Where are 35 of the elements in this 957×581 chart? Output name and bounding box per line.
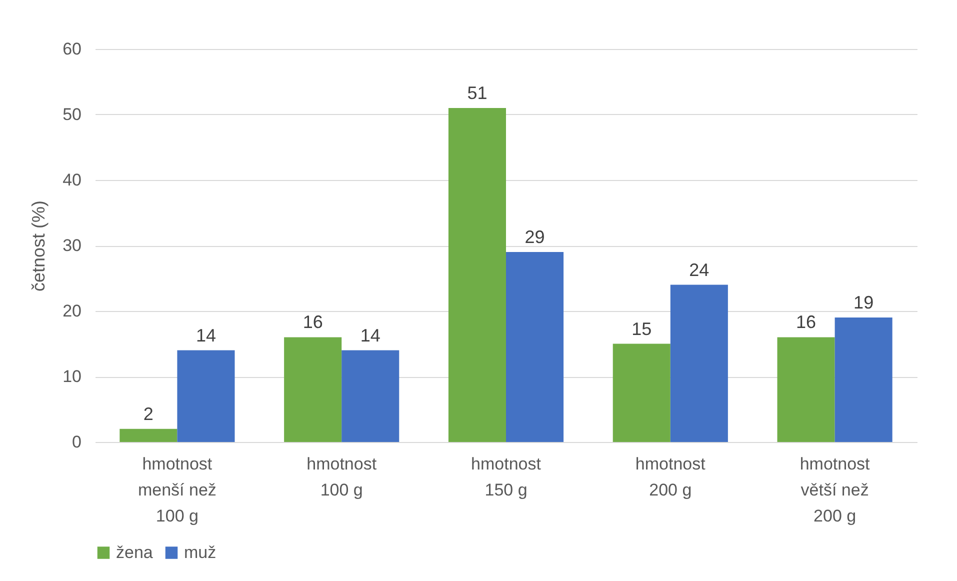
bar [612,344,670,442]
y-tick-label: 20 [62,302,82,320]
data-label: 16 [302,312,323,332]
y-tick-label: 50 [62,105,82,124]
bar [834,318,892,442]
y-tick-label: 10 [62,367,82,386]
x-tick-label: hmotnost větší než 200 g [800,454,870,526]
data-label: 14 [196,325,216,346]
data-label: 24 [689,260,710,280]
bar [448,108,506,442]
x-tick-label: hmotnost menší než 100 g [138,454,216,526]
bar [777,337,835,442]
data-label: 19 [854,292,874,313]
x-tick-label: hmotnost 150 g [471,454,542,500]
legend-label: žena [116,542,154,562]
data-label: 51 [467,82,488,103]
y-tick-label: 0 [72,432,82,452]
bar [670,284,728,442]
bar [284,337,342,442]
bar [177,350,235,442]
y-tick-label: 40 [62,170,82,190]
bar [506,252,564,442]
data-label: 2 [143,404,154,424]
legend-label: muž [184,542,216,562]
y-axis-title: četnost (%) [28,200,49,292]
data-label: 16 [796,312,816,332]
y-tick-label: 30 [62,236,82,255]
bar [342,350,400,442]
y-tick-label: 60 [62,40,82,58]
x-tick-label: hmotnost 200 g [635,454,706,500]
data-label: 29 [524,227,545,248]
bar [120,428,178,442]
data-label: 14 [360,325,380,346]
data-label: 15 [632,318,652,339]
x-tick-label: hmotnost 100 g [306,454,377,500]
